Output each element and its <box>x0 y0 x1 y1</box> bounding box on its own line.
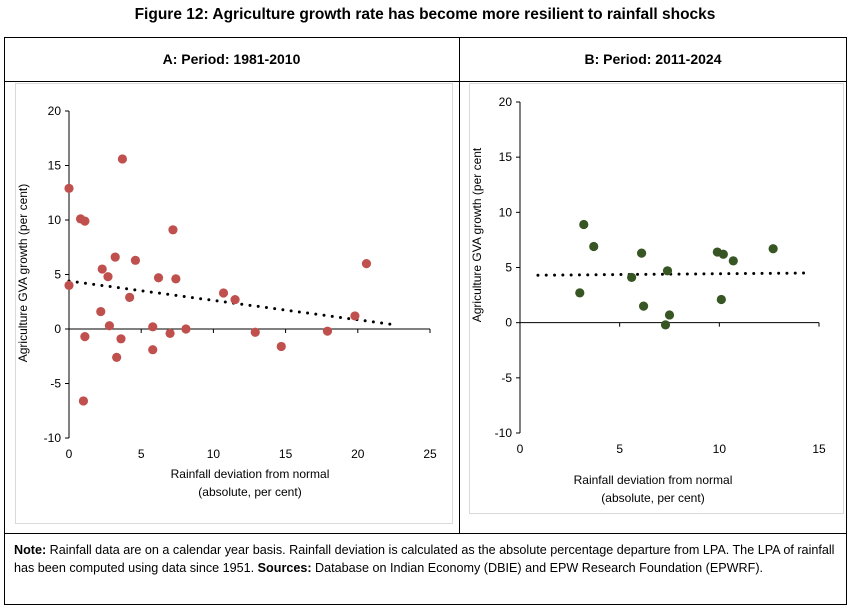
x-axis-label: (absolute, per cent) <box>198 485 301 499</box>
panel-b-title: B: Period: 2011-2024 <box>584 51 722 67</box>
trendline <box>67 279 396 327</box>
y-tick-label: 20 <box>48 104 62 118</box>
data-point <box>171 274 181 284</box>
data-point <box>575 288 585 298</box>
data-point <box>276 341 286 352</box>
x-axis-label: Rainfall deviation from normal <box>171 467 330 481</box>
y-tick-label: 10 <box>48 213 62 227</box>
y-axis-label: Agriculture GVA growth (per cent) <box>16 184 30 363</box>
data-point <box>130 255 141 265</box>
data-point <box>117 154 128 164</box>
data-point <box>153 273 164 283</box>
data-point <box>664 310 675 320</box>
x-axis-label: Rainfall deviation from normal <box>574 473 733 487</box>
data-point <box>660 320 671 330</box>
data-point <box>110 252 120 262</box>
x-tick-label: 15 <box>279 447 293 461</box>
x-tick-label: 10 <box>713 442 727 456</box>
y-tick-label: -5 <box>501 371 512 385</box>
data-point <box>636 248 647 258</box>
y-tick-label: 20 <box>499 95 513 109</box>
panel-a-area <box>15 83 453 524</box>
data-point <box>579 219 589 230</box>
data-point <box>78 396 89 406</box>
data-point <box>361 259 372 269</box>
x-tick-label: 25 <box>423 447 437 461</box>
data-point <box>103 272 113 282</box>
y-tick-label: 10 <box>499 205 513 219</box>
data-point <box>718 249 728 259</box>
data-point <box>589 241 599 252</box>
data-point <box>96 306 106 317</box>
figure-frame <box>4 37 847 605</box>
y-tick-label: 5 <box>505 261 512 275</box>
data-point <box>80 216 90 226</box>
x-tick-label: 10 <box>207 447 221 461</box>
data-point <box>168 225 178 235</box>
data-point <box>64 280 74 290</box>
data-point <box>716 294 726 305</box>
data-point <box>148 322 158 332</box>
y-tick-label: 15 <box>48 159 62 173</box>
x-tick-label: 5 <box>138 447 145 461</box>
panel-divider <box>459 37 460 533</box>
data-point <box>148 345 158 355</box>
data-point <box>125 292 135 302</box>
data-point <box>104 321 115 331</box>
data-point <box>250 327 260 337</box>
data-point <box>728 256 738 266</box>
sources-text: Database on Indian Economy (DBIE) and EP… <box>311 561 764 575</box>
figure-note: Note: Rainfall data are on a calendar ye… <box>14 541 840 577</box>
y-tick-label: -5 <box>50 377 61 391</box>
y-axis-label: Agriculture GVA growth (per cent <box>470 147 484 322</box>
data-point <box>165 328 175 338</box>
data-point <box>181 324 191 334</box>
y-tick-label: 15 <box>499 150 513 164</box>
data-point <box>116 334 126 344</box>
data-point <box>64 183 74 193</box>
y-tick-label: -10 <box>495 426 513 440</box>
x-tick-label: 0 <box>517 442 524 456</box>
x-tick-label: 0 <box>66 447 73 461</box>
data-point <box>97 264 107 274</box>
data-point <box>230 294 240 305</box>
data-point <box>350 311 360 321</box>
data-point <box>112 352 122 362</box>
y-tick-label: 0 <box>54 322 61 336</box>
data-point <box>218 288 229 298</box>
note-label: Note: <box>14 543 47 557</box>
panel-a-title: A: Period: 1981-2010 <box>162 51 301 67</box>
note-divider <box>4 533 847 534</box>
y-tick-label: 0 <box>505 316 512 330</box>
x-tick-label: 15 <box>812 442 826 456</box>
header-divider <box>4 81 847 82</box>
note-text: Rainfall data are on a calendar year bas… <box>14 543 835 575</box>
data-point <box>638 301 649 311</box>
trendline <box>536 271 811 277</box>
y-tick-label: -10 <box>44 431 62 445</box>
x-axis-label: (absolute, per cent) <box>601 491 704 505</box>
x-tick-label: 5 <box>616 442 623 456</box>
data-point <box>627 272 637 283</box>
x-tick-label: 20 <box>351 447 365 461</box>
figure-title: Figure 12: Agriculture growth rate has b… <box>134 6 716 23</box>
data-point <box>80 332 90 342</box>
data-point <box>768 244 778 254</box>
sources-label: Sources: <box>257 561 312 575</box>
data-point <box>662 266 673 276</box>
data-point <box>322 326 333 336</box>
y-tick-label: 5 <box>54 268 61 282</box>
panel-b-area <box>469 83 844 514</box>
